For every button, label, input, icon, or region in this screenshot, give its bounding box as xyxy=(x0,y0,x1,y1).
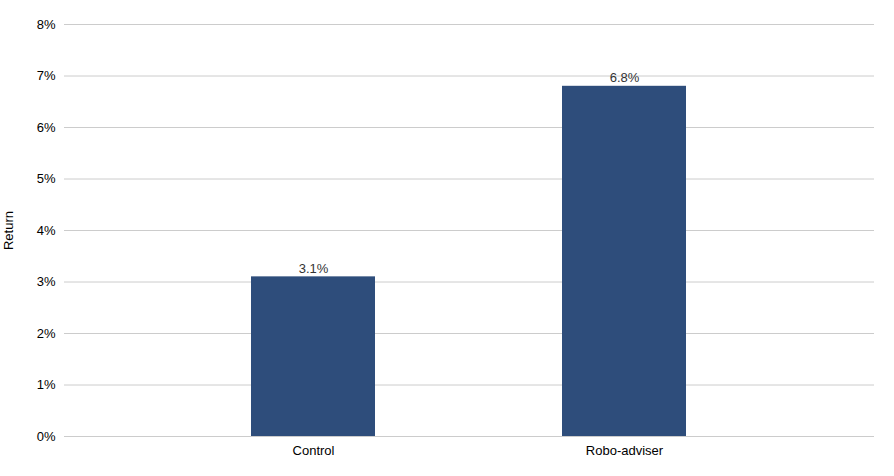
svg-text:0%: 0% xyxy=(37,429,56,444)
svg-text:2%: 2% xyxy=(37,326,56,341)
svg-text:7%: 7% xyxy=(37,68,56,83)
svg-text:Robo-adviser: Robo-adviser xyxy=(586,443,664,458)
svg-text:6%: 6% xyxy=(37,120,56,135)
svg-text:Return: Return xyxy=(1,211,16,250)
svg-text:Control: Control xyxy=(293,443,335,458)
svg-text:4%: 4% xyxy=(37,223,56,238)
svg-text:1%: 1% xyxy=(37,377,56,392)
svg-text:3.1%: 3.1% xyxy=(299,261,329,276)
svg-text:8%: 8% xyxy=(37,17,56,32)
svg-text:6.8%: 6.8% xyxy=(610,70,640,85)
svg-text:3%: 3% xyxy=(37,274,56,289)
svg-text:5%: 5% xyxy=(37,171,56,186)
